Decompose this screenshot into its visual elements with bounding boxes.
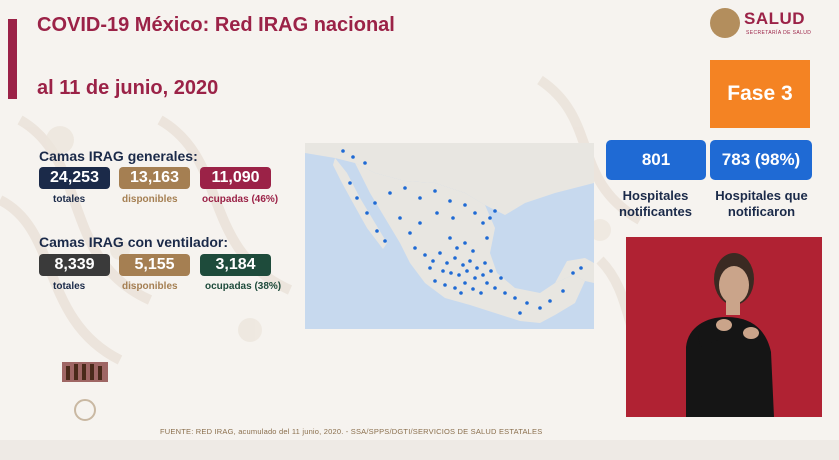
general-available-value: 13,163	[119, 167, 190, 189]
salud-logo-icon	[710, 8, 740, 38]
general-total-value: 24,253	[39, 167, 110, 189]
general-total-label: totales	[53, 194, 86, 205]
ventilator-total-value: 8,339	[39, 254, 110, 276]
hospital-map	[305, 143, 594, 329]
hospitals-notifying-label: Hospitales notificantes	[619, 188, 692, 219]
logo-text: SALUD	[744, 9, 806, 28]
general-available-label: disponibles	[122, 194, 178, 205]
logo-subtext: SECRETARÍA DE SALUD	[746, 30, 812, 36]
general-occupied-value: 11,090	[200, 167, 271, 189]
ventilator-available-label: disponibles	[122, 281, 178, 292]
ventilator-occupied-value: 3,184	[200, 254, 271, 276]
ventilator-available-value: 5,155	[119, 254, 190, 276]
hospitals-notifying-value: 801	[606, 140, 706, 180]
phase-badge: Fase 3	[710, 60, 810, 128]
hospitals-reported-label: Hospitales que notificaron	[715, 188, 808, 219]
salud-logo: SALUD SECRETARÍA DE SALUD	[710, 6, 825, 40]
page-title: COVID-19 México: Red IRAG nacional	[37, 14, 395, 36]
mexico-map[interactable]	[305, 143, 594, 329]
sign-language-interpreter	[626, 237, 822, 417]
general-occupied-label: ocupadas (46%)	[202, 194, 279, 205]
title-accent-bar	[8, 19, 17, 99]
ventilator-occupied-label: ocupadas (38%)	[205, 281, 282, 292]
ventilator-beds-heading: Camas IRAG con ventilador:	[39, 234, 229, 250]
footer-band	[0, 440, 839, 460]
government-emblem-icon	[60, 352, 110, 427]
source-footnote: FUENTE: RED IRAG, acumulado del 11 junio…	[160, 427, 543, 436]
hospitals-reported-value: 783 (98%)	[710, 140, 812, 180]
general-beds-heading: Camas IRAG generales:	[39, 148, 198, 164]
ventilator-total-label: totales	[53, 281, 86, 292]
report-date: al 11 de junio, 2020	[37, 77, 219, 99]
